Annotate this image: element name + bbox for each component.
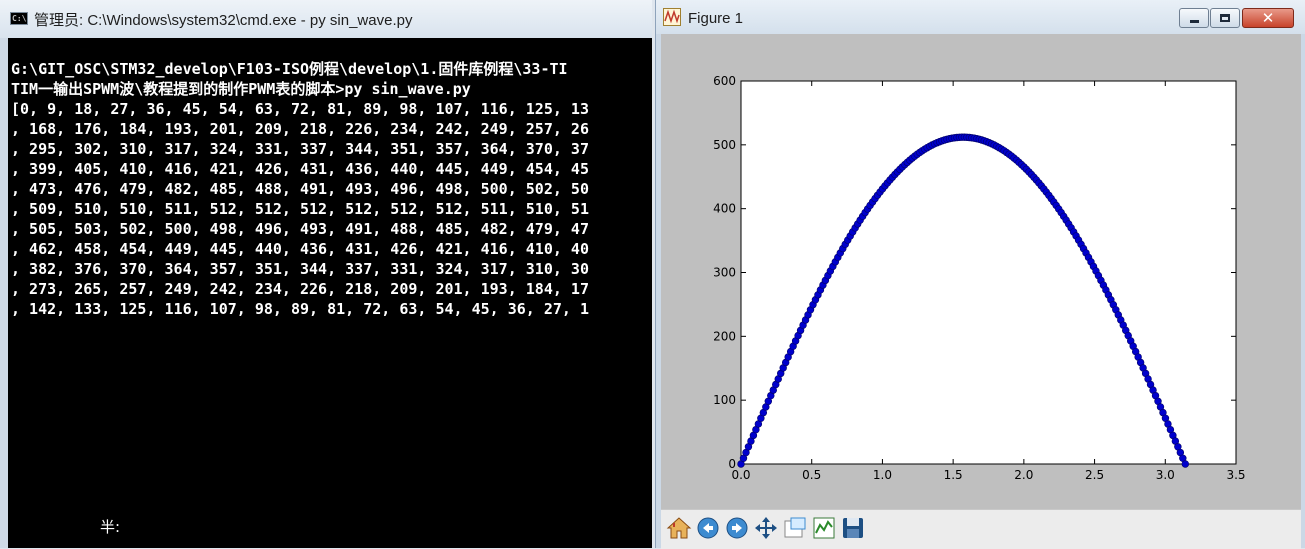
x-tick-label: 1.5 [944, 468, 963, 482]
close-button[interactable]: ✕ [1242, 8, 1294, 28]
x-tick-label: 0.5 [802, 468, 821, 482]
console-line: , 295, 302, 310, 317, 324, 331, 337, 344… [11, 140, 589, 158]
pan-icon[interactable] [753, 515, 779, 541]
close-icon: ✕ [1261, 9, 1275, 27]
x-tick-label: 0.0 [731, 468, 750, 482]
console-output[interactable]: 半: G:\GIT_OSC\STM32_develop\F103-ISO例程\d… [8, 38, 652, 548]
data-point [1181, 460, 1190, 468]
maximize-button[interactable] [1210, 8, 1240, 28]
data-points [737, 133, 1190, 468]
cmd-window-title: 管理员: C:\Windows\system32\cmd.exe - py si… [34, 12, 413, 29]
x-tick-label: 2.0 [1014, 468, 1033, 482]
console-line: , 273, 265, 257, 249, 242, 234, 226, 218… [11, 280, 589, 298]
minimize-icon [1190, 20, 1199, 23]
y-axis-ticks: 0 100 200 300 400 500 600 [713, 74, 1236, 471]
y-tick-label: 0 [728, 457, 736, 471]
figure-window-title: Figure 1 [688, 10, 744, 27]
console-line: TIM一输出SPWM波\教程提到的制作PWM表的脚本>py sin_wave.p… [11, 80, 471, 98]
console-line: , 399, 405, 410, 416, 421, 426, 431, 436… [11, 160, 589, 178]
x-tick-label: 3.5 [1226, 468, 1245, 482]
figure-window: Figure 1 ✕ 0.0 0.5 1.0 1.5 2.0 2.5 3.0 3.5 0 100… [655, 0, 1305, 549]
y-tick-label: 400 [713, 202, 736, 216]
y-tick-label: 200 [713, 329, 736, 343]
console-line: , 505, 503, 502, 500, 498, 496, 493, 491… [11, 220, 589, 238]
figure-toolbar [661, 509, 1301, 549]
console-line: , 473, 476, 479, 482, 485, 488, 491, 493… [11, 180, 589, 198]
x-tick-label: 3.0 [1156, 468, 1175, 482]
back-icon[interactable] [695, 515, 721, 541]
console-line: , 382, 376, 370, 364, 357, 351, 344, 337… [11, 260, 589, 278]
console-line: , 142, 133, 125, 116, 107, 98, 89, 81, 7… [11, 300, 589, 318]
x-tick-label: 1.0 [873, 468, 892, 482]
y-tick-label: 300 [713, 266, 736, 280]
home-icon[interactable] [666, 515, 692, 541]
console-line: , 462, 458, 454, 449, 445, 440, 436, 431… [11, 240, 589, 258]
cmd-app-icon: C:\ [10, 12, 28, 25]
forward-icon[interactable] [724, 515, 750, 541]
console-line: [0, 9, 18, 27, 36, 45, 54, 63, 72, 81, 8… [11, 100, 589, 118]
figure-canvas[interactable]: 0.0 0.5 1.0 1.5 2.0 2.5 3.0 3.5 0 100 200 300 400 50… [661, 34, 1301, 509]
ime-indicator: 半: [100, 518, 121, 536]
x-tick-label: 2.5 [1085, 468, 1104, 482]
sine-plot: 0.0 0.5 1.0 1.5 2.0 2.5 3.0 3.5 0 100 200 300 400 50… [713, 74, 1246, 482]
figure-titlebar[interactable]: Figure 1 ✕ [656, 0, 1305, 34]
console-line: , 168, 176, 184, 193, 201, 209, 218, 226… [11, 120, 589, 138]
matplotlib-app-icon [663, 8, 681, 26]
subplots-icon[interactable] [811, 515, 837, 541]
cmd-titlebar[interactable]: C:\ 管理员: C:\Windows\system32\cmd.exe - p… [0, 0, 652, 38]
y-tick-label: 500 [713, 138, 736, 152]
zoom-icon[interactable] [782, 515, 808, 541]
save-icon[interactable] [840, 515, 866, 541]
y-tick-label: 600 [713, 74, 736, 88]
y-tick-label: 100 [713, 393, 736, 407]
console-line: G:\GIT_OSC\STM32_develop\F103-ISO例程\deve… [11, 60, 568, 78]
console-line: , 509, 510, 510, 511, 512, 512, 512, 512… [11, 200, 589, 218]
cmd-window: C:\ 管理员: C:\Windows\system32\cmd.exe - p… [0, 0, 652, 548]
x-axis-ticks: 0.0 0.5 1.0 1.5 2.0 2.5 3.0 3.5 [731, 81, 1246, 482]
minimize-button[interactable] [1179, 8, 1209, 28]
maximize-icon [1220, 14, 1230, 22]
